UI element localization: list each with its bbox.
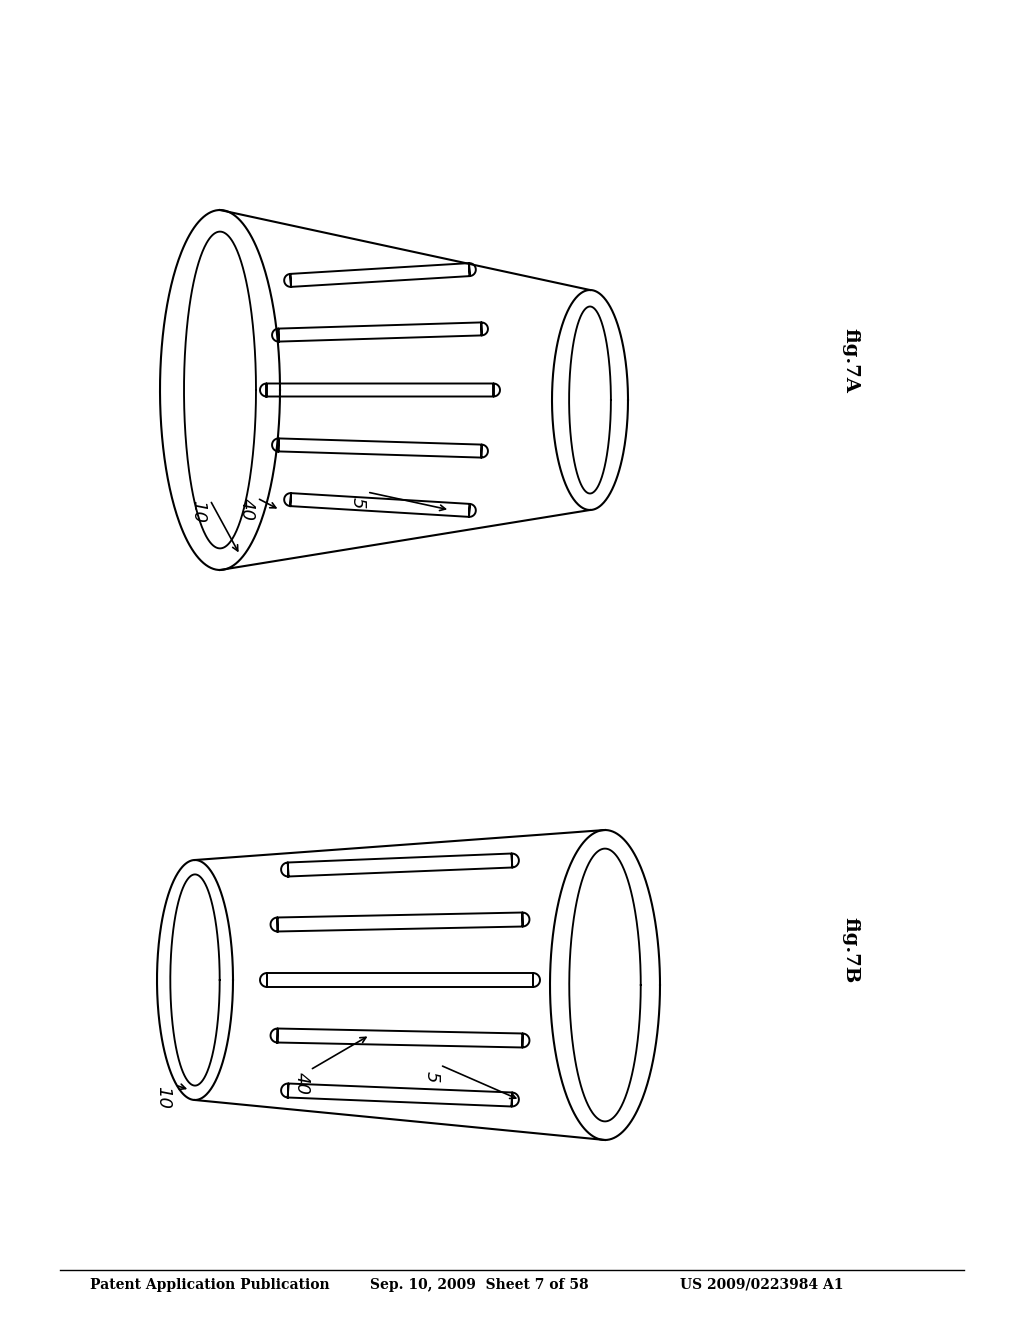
Text: Patent Application Publication: Patent Application Publication bbox=[90, 1278, 330, 1292]
Text: Sep. 10, 2009  Sheet 7 of 58: Sep. 10, 2009 Sheet 7 of 58 bbox=[370, 1278, 589, 1292]
Text: 5: 5 bbox=[349, 498, 367, 508]
Text: fig.7B: fig.7B bbox=[841, 917, 859, 983]
Text: 40: 40 bbox=[238, 499, 256, 521]
Text: 5: 5 bbox=[423, 1072, 441, 1082]
Text: 10: 10 bbox=[154, 1086, 172, 1110]
Text: 40: 40 bbox=[293, 1072, 311, 1094]
Text: fig.7A: fig.7A bbox=[841, 327, 859, 392]
Text: US 2009/0223984 A1: US 2009/0223984 A1 bbox=[680, 1278, 844, 1292]
Text: 10: 10 bbox=[189, 500, 207, 524]
